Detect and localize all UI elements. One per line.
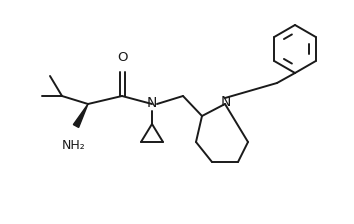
Text: O: O [117,51,127,64]
Text: NH₂: NH₂ [62,139,86,152]
Polygon shape [73,104,88,127]
Text: N: N [147,96,157,110]
Text: N: N [221,95,231,109]
